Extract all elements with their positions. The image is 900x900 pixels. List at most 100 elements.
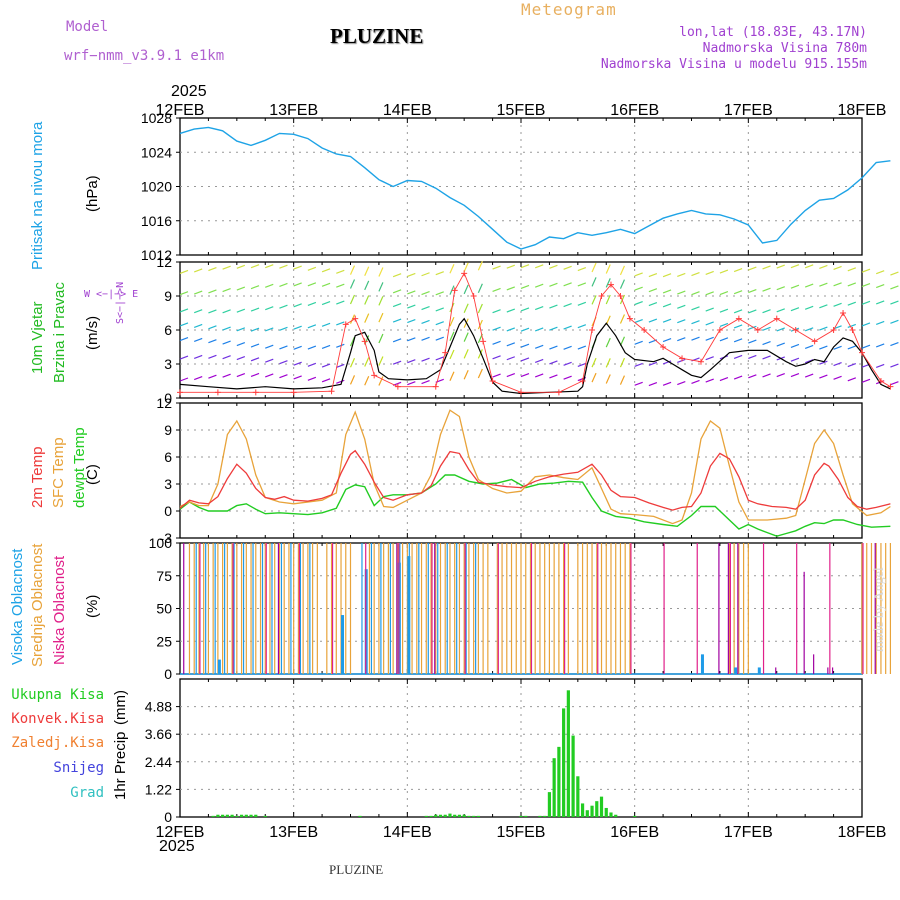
precip-bar: [434, 814, 438, 817]
wind-arrow: [847, 301, 857, 306]
wind-arrow: [364, 313, 370, 323]
wind-arrow: [549, 360, 558, 365]
wind-arrow: [407, 272, 416, 278]
wind-arrow: [847, 363, 857, 368]
y-tick-label: 3.66: [145, 726, 172, 742]
wind-gust-marker: [342, 321, 349, 328]
wind-arrow: [236, 264, 246, 269]
y-tick-label: 12: [156, 395, 172, 411]
cloud-high-bar: [407, 556, 411, 674]
elevation-text: Nadmorska Visina 780m: [702, 41, 867, 56]
cloud-ylabel-high: Visoka Oblacnost: [9, 548, 26, 665]
year-top: 2025: [171, 83, 207, 100]
wind-arrow: [833, 345, 842, 350]
wind-arrow: [563, 345, 572, 350]
wind-arrow: [819, 304, 828, 309]
temp-ylabel-2m: 2m Temp: [29, 446, 46, 508]
station-title: PLUZINE: [330, 24, 424, 48]
wind-arrow: [293, 303, 302, 308]
wind-arrow: [364, 357, 370, 367]
wind-arrow: [279, 374, 288, 379]
wind-arrow: [591, 277, 597, 287]
y-tick-label: 1016: [141, 213, 172, 229]
precip-bar: [254, 814, 258, 817]
wind-arrow: [605, 264, 611, 274]
wind-arrow: [748, 325, 757, 330]
legend-total-rain: Ukupna Kisa: [11, 687, 104, 703]
wind-arrow: [421, 291, 430, 296]
wind-arrow: [748, 309, 757, 314]
wind-arrow: [236, 373, 246, 378]
wind-arrow: [563, 265, 572, 270]
wind-arrow: [549, 345, 558, 350]
wind-arrow: [179, 269, 189, 275]
wind-arrow: [349, 375, 356, 385]
wind-arrow: [577, 362, 587, 368]
precip-bar: [519, 815, 523, 817]
y-tick-label: 1028: [141, 110, 172, 126]
y-tick-label: 1.22: [145, 781, 172, 797]
wind-arrow: [492, 287, 501, 292]
wind-gust-marker: [830, 327, 837, 333]
wind-arrow: [179, 377, 189, 382]
wind-arrow: [549, 374, 558, 379]
wind-arrow: [222, 265, 231, 270]
wind-arrow: [605, 294, 611, 305]
precip-unit: (mm): [112, 690, 129, 725]
wind-arrow: [804, 373, 814, 378]
wind-arrow: [208, 354, 217, 359]
wind-arrow: [307, 324, 317, 329]
wind-arrow: [733, 267, 743, 273]
wind-gust-marker: [589, 327, 596, 333]
wind-arrow: [861, 378, 871, 383]
wind-arrow: [321, 300, 331, 306]
cloud-high-bar: [757, 667, 761, 674]
y-tick-label: 6: [164, 322, 172, 338]
wind-arrow: [407, 381, 416, 386]
wind-arrow: [307, 282, 317, 287]
wind-arrow: [421, 357, 430, 362]
wind-arrow: [591, 295, 597, 305]
wind-arrow: [236, 308, 246, 313]
wind-arrow: [364, 295, 370, 305]
wind-arrow: [733, 309, 743, 314]
y-tick-label: 9: [164, 288, 172, 304]
wind-arrow: [634, 340, 643, 345]
wind-arrow: [534, 344, 544, 349]
precip-bar: [429, 815, 433, 817]
wind-arrow: [563, 303, 572, 308]
wind-arrow: [520, 372, 530, 378]
wind-arrow: [762, 373, 771, 378]
wind-arrow: [293, 375, 302, 380]
wind-arrow: [307, 301, 317, 307]
wind-arrow: [549, 264, 558, 269]
wind-gust-marker: [555, 389, 562, 396]
cloud-high-bar: [217, 659, 221, 674]
wind-arrow: [336, 300, 345, 305]
wind-arrow: [208, 289, 217, 294]
wind-arrow: [506, 372, 516, 378]
wind-gust-marker: [361, 338, 368, 345]
wind-arrow: [222, 288, 231, 293]
wind-arrow: [619, 294, 626, 305]
wind-arrow: [563, 325, 572, 330]
wind-arrow: [307, 362, 317, 367]
wind-arrow: [250, 372, 260, 378]
wind-arrow: [804, 283, 814, 288]
wind-arrow: [250, 307, 260, 312]
wind-arrow: [549, 326, 558, 331]
wind-arrow: [890, 363, 899, 368]
wind-arrow: [392, 273, 402, 278]
wind-arrow: [677, 272, 686, 277]
y-tick-label: 0: [164, 666, 172, 682]
wind-arrow: [861, 300, 871, 305]
wind-arrow: [563, 361, 572, 366]
wind-gust-marker: [607, 281, 614, 288]
wind-arrow: [605, 337, 611, 348]
precip-bar: [216, 814, 220, 817]
wind-arrow: [421, 336, 430, 341]
wind-gust-marker: [352, 315, 359, 322]
wind-arrow: [506, 356, 516, 361]
wind-gust-marker: [252, 389, 259, 396]
wind-arrow: [677, 337, 686, 342]
